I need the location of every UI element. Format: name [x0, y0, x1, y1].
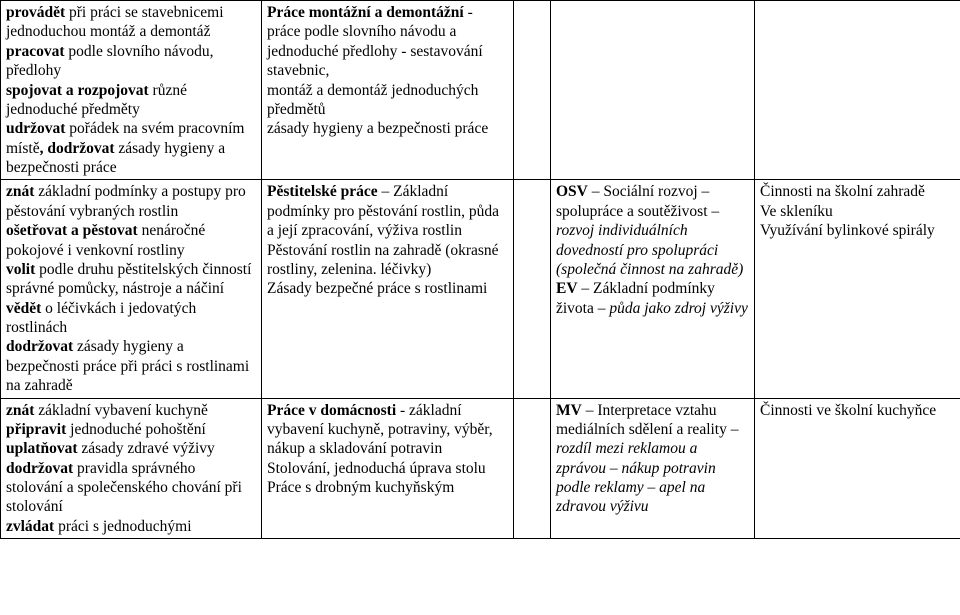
text: vědět: [6, 300, 41, 317]
text: půda jako zdroj výživy: [609, 300, 747, 317]
text: základní vybavení kuchyně: [34, 402, 207, 419]
cell-r2-c5: Činnosti na školní zahradě Ve skleníku V…: [755, 180, 960, 398]
text: Činnosti ve školní kuchyňce: [760, 402, 936, 419]
text: jednoduché pohoštění: [66, 421, 205, 438]
text: Pěstitelské práce: [267, 183, 378, 200]
cell-r1-c1: provádět při práci se stavebnicemi jedno…: [1, 1, 262, 180]
text: Pěstování rostlin na zahradě (okrasné ro…: [267, 242, 499, 278]
text: dodržovat: [6, 460, 73, 477]
cell-r3-c5: Činnosti ve školní kuchyňce: [755, 398, 960, 539]
cell-r1-c4: [551, 1, 755, 180]
cell-r1-c2: Práce montážní a demontážní - práce podl…: [262, 1, 514, 180]
table-row: znát základní podmínky a postupy pro pěs…: [1, 180, 960, 398]
text: připravit: [6, 421, 66, 438]
text: zvládat: [6, 518, 54, 535]
cell-r2-c3: [514, 180, 551, 398]
text: Ve skleníku: [760, 203, 833, 220]
text: Práce montážní a demontážní: [267, 4, 464, 21]
text: EV: [556, 280, 578, 297]
text: MV: [556, 402, 582, 419]
text: Práce v domácnosti: [267, 402, 396, 419]
text: OSV: [556, 183, 588, 200]
cell-r1-c5: [755, 1, 960, 180]
curriculum-table: provádět při práci se stavebnicemi jedno…: [0, 0, 960, 539]
text: zásady hygieny a bezpečnosti práce: [267, 120, 488, 137]
text: Stolování, jednoduchá úprava stolu: [267, 460, 486, 477]
cell-r2-c4: OSV – Sociální rozvoj – spolupráce a sou…: [551, 180, 755, 398]
text: – Interpretace vztahu mediálních sdělení…: [556, 402, 739, 438]
text: volit: [6, 261, 35, 278]
cell-r2-c2: Pěstitelské práce – Základní podmínky pr…: [262, 180, 514, 398]
text: Využívání bylinkové spirály: [760, 222, 935, 239]
cell-r3-c3: [514, 398, 551, 539]
table-row: provádět při práci se stavebnicemi jedno…: [1, 1, 960, 180]
text: Činnosti na školní zahradě: [760, 183, 925, 200]
text: udržovat: [6, 120, 65, 137]
cell-r3-c2: Práce v domácnosti - základní vybavení k…: [262, 398, 514, 539]
text: ošetřovat a pěstovat: [6, 222, 138, 239]
cell-r1-c3: [514, 1, 551, 180]
cell-r2-c1: znát základní podmínky a postupy pro pěs…: [1, 180, 262, 398]
table-row: znát základní vybavení kuchyně připravit…: [1, 398, 960, 539]
text: uplatňovat: [6, 440, 78, 457]
text: , dodržovat: [40, 140, 115, 157]
text: provádět: [6, 4, 65, 21]
cell-r3-c1: znát základní vybavení kuchyně připravit…: [1, 398, 262, 539]
text: Práce s drobným kuchyňským: [267, 479, 454, 496]
text: zásady zdravé výživy: [78, 440, 215, 457]
cell-r3-c4: MV – Interpretace vztahu mediálních sděl…: [551, 398, 755, 539]
text: znát: [6, 402, 34, 419]
text: znát: [6, 183, 34, 200]
text: práci s jednoduchými: [54, 518, 191, 535]
text: rozdíl mezi reklamou a zprávou – nákup p…: [556, 440, 716, 515]
text: pracovat: [6, 43, 65, 60]
text: rozvoj individuálních dovedností pro spo…: [556, 222, 743, 278]
text: podle druhu pěstitelských činností správ…: [6, 261, 251, 297]
text: Zásady bezpečné práce s rostlinami: [267, 280, 487, 297]
text: dodržovat: [6, 338, 73, 355]
text: základní podmínky a postupy pro pěstován…: [6, 183, 246, 219]
text: spojovat a rozpojovat: [6, 82, 149, 99]
text: montáž a demontáž jednoduchých předmětů: [267, 82, 478, 118]
